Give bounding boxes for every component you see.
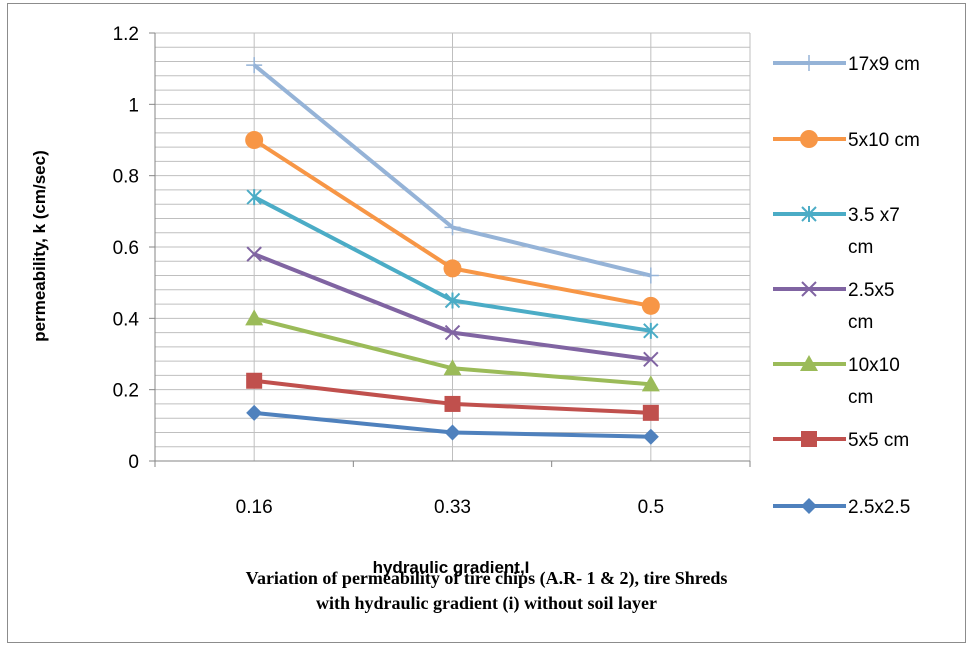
- x-tick-label: 0.16: [236, 497, 273, 518]
- y-tick-labels: 0 0.2 0.4 0.6 0.8 1 1.2: [113, 24, 140, 473]
- data-point: [444, 219, 461, 236]
- data-point: [444, 324, 461, 341]
- data-point: [246, 404, 263, 421]
- x-tick-label: 0.5: [638, 497, 664, 518]
- legend-label: 5x10 cm: [848, 130, 920, 151]
- data-point: [444, 292, 461, 309]
- legend-label-line: 2.5x5: [848, 280, 894, 301]
- data-point: [641, 375, 660, 392]
- data-point: [443, 259, 462, 278]
- series-2: [245, 131, 660, 315]
- series-1: [246, 57, 659, 284]
- chart-frame: [7, 3, 966, 643]
- series-7: [246, 404, 659, 445]
- legend-item: 2.5x2.5: [773, 497, 910, 518]
- legend-item: 5x5 cm: [773, 430, 909, 451]
- data-point: [443, 359, 462, 376]
- data-point: [245, 131, 264, 149]
- data-point: [246, 372, 263, 389]
- legend-item: 17x9 cm: [773, 54, 920, 75]
- data-point: [246, 57, 263, 74]
- y-tick-label: 1: [128, 95, 139, 116]
- legend-label: 17x9 cm: [848, 54, 920, 75]
- data-point: [444, 424, 461, 441]
- series-5: [245, 309, 660, 392]
- figure-caption: Variation of permeability of tire chips …: [0, 566, 973, 616]
- y-tick-label: 0.8: [113, 167, 139, 188]
- y-tick-label: 0.2: [113, 381, 139, 402]
- data-point: [246, 246, 262, 262]
- data-series: [245, 57, 660, 445]
- legend-item: 3.5 x7 cm: [773, 205, 900, 258]
- legend-marker: [800, 355, 818, 371]
- axes: [149, 32, 751, 467]
- data-point: [643, 351, 659, 368]
- legend-marker: [801, 431, 817, 447]
- legend-marker: [801, 55, 817, 71]
- legend-item: 2.5x5 cm: [773, 280, 894, 333]
- legend: 17x9 cm 5x10 cm 3.5 x7 cm 2.5x5 cm 10x10 cm 5x5 …: [773, 54, 920, 518]
- legend-label-line: cm: [848, 237, 873, 258]
- legend-label: 2.5x2.5: [848, 497, 910, 518]
- y-tick-label: 1.2: [113, 24, 139, 45]
- data-point: [642, 267, 659, 284]
- legend-item: 5x10 cm: [773, 130, 920, 151]
- x-tick-label: 0.33: [434, 497, 471, 518]
- legend-marker: [801, 281, 817, 297]
- legend-label: 2.5x5 cm: [848, 280, 894, 333]
- series-3: [246, 189, 659, 339]
- series-4: [246, 246, 659, 368]
- legend-label: 3.5 x7 cm: [848, 205, 900, 258]
- legend-label: 10x10 cm: [848, 355, 900, 408]
- y-tick-label: 0: [128, 452, 139, 473]
- data-point: [641, 296, 660, 315]
- data-point: [642, 404, 659, 421]
- caption-line-1: Variation of permeability of tire chips …: [245, 568, 728, 588]
- data-point: [246, 189, 262, 206]
- y-axis-title: permeability, k (cm/sec): [30, 150, 49, 342]
- data-point: [642, 428, 659, 445]
- legend-label-line: cm: [848, 312, 873, 333]
- legend-label-line: cm: [848, 387, 873, 408]
- x-tick-labels: 0.16 0.33 0.5: [236, 497, 664, 518]
- data-point: [643, 322, 659, 339]
- y-tick-label: 0.4: [113, 309, 140, 330]
- legend-label-line: 10x10: [848, 355, 900, 376]
- data-point: [245, 309, 264, 326]
- series-6: [246, 372, 659, 421]
- legend-marker: [800, 130, 818, 148]
- x-axis-title: hydraulic gradient,I: [373, 558, 530, 577]
- legend-marker: [801, 498, 817, 514]
- legend-item: 10x10 cm: [773, 355, 900, 408]
- data-point: [444, 395, 461, 412]
- y-tick-label: 0.6: [113, 238, 139, 259]
- caption-line-2: with hydraulic gradient (i) without soil…: [316, 593, 657, 613]
- legend-label-line: 3.5 x7: [848, 205, 900, 226]
- legend-label: 5x5 cm: [848, 430, 909, 451]
- legend-marker: [801, 206, 817, 222]
